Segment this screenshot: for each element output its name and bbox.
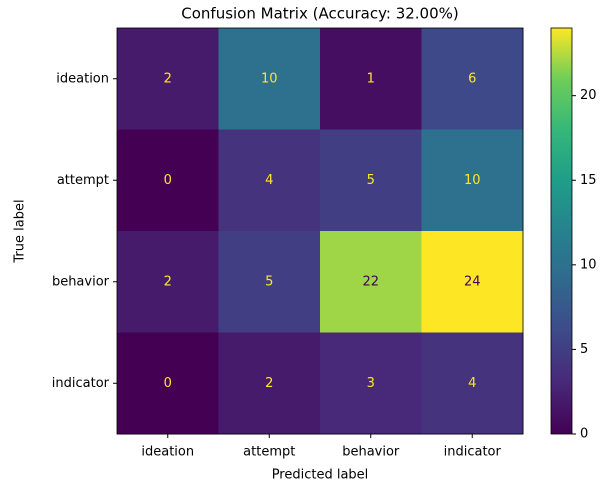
cell-label: 0: [164, 376, 172, 391]
cell-label: 4: [468, 376, 476, 391]
colorbar-tick-label: 10: [580, 257, 597, 272]
cell-label: 2: [164, 71, 172, 86]
x-axis-label: Predicted label: [272, 468, 369, 483]
colorbar-tick-label: 5: [580, 342, 588, 357]
colorbar: [550, 27, 573, 435]
cell-label: 4: [265, 173, 273, 188]
cell: [421, 129, 524, 232]
y-tick-label: behavior: [52, 274, 110, 289]
y-tick-label: ideation: [56, 71, 109, 86]
cell: [218, 129, 321, 232]
cell: [117, 28, 219, 130]
cell-label: 2: [164, 274, 172, 289]
cell: [218, 332, 321, 435]
plot-frame: [116, 27, 524, 435]
x-tick-label: behavior: [342, 445, 400, 460]
cell: [218, 231, 321, 333]
x-tick-label: attempt: [243, 445, 295, 460]
cell: [421, 332, 524, 435]
colorbar-tick-label: 15: [580, 173, 597, 188]
cell: [320, 231, 422, 333]
cell: [320, 129, 422, 232]
cell-label: 5: [367, 173, 375, 188]
colorbar-tick-label: 20: [580, 88, 597, 103]
cell-label: 24: [464, 274, 481, 289]
cell: [117, 231, 219, 333]
cell-label: 10: [261, 71, 278, 86]
cell: [421, 28, 524, 130]
cell: [218, 28, 321, 130]
cell-label: 22: [362, 274, 379, 289]
cell: [421, 231, 524, 333]
x-tick-label: ideation: [141, 445, 194, 460]
chart-title: Confusion Matrix (Accuracy: 32.00%): [181, 5, 459, 23]
cell-label: 5: [265, 274, 273, 289]
x-tick-label: indicator: [444, 445, 502, 460]
cell-label: 10: [464, 173, 481, 188]
cell-label: 6: [468, 71, 476, 86]
cell-label: 2: [265, 376, 273, 391]
cell-label: 0: [164, 173, 172, 188]
cell: [320, 332, 422, 435]
cell-label: 1: [367, 71, 375, 86]
cell: [117, 129, 219, 232]
cell: [320, 28, 422, 130]
cell: [117, 332, 219, 435]
cell-label: 3: [367, 376, 375, 391]
y-tick-label: indicator: [52, 376, 110, 391]
colorbar-tick-label: 0: [580, 427, 588, 442]
y-tick-label: attempt: [57, 173, 109, 188]
y-axis-label: True label: [13, 199, 28, 263]
